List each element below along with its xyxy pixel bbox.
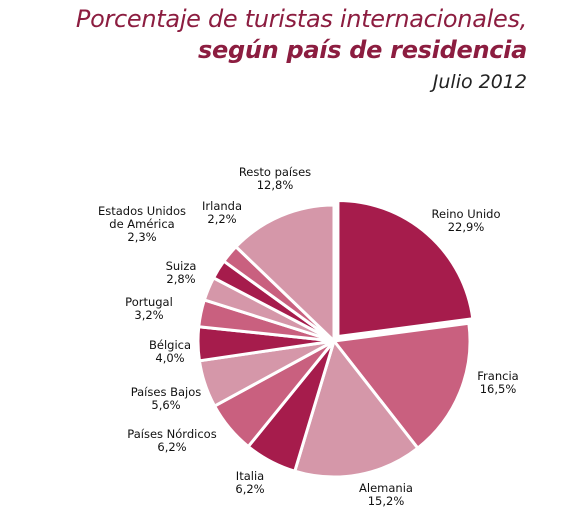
- slice-label-name: Bélgica: [149, 338, 191, 352]
- slice-value-label: 2,3%: [127, 230, 156, 244]
- slice-label-paises-bajos: Países Bajos 5,6%: [131, 385, 202, 412]
- slice-label-paises-nordicos: Países Nórdicos 6,2%: [127, 427, 216, 454]
- slice-label-name: Estados Unidos: [98, 204, 186, 218]
- slice-label-name: Reino Unido: [432, 207, 501, 221]
- pie-labels: Reino Unido 22,9% Francia 16,5% Alemania 15,2…: [98, 165, 519, 508]
- slice-label-portugal: Portugal 3,2%: [125, 295, 173, 322]
- slice-label-italia: Italia 6,2%: [235, 469, 264, 496]
- slice-label-name: Suiza: [166, 259, 197, 273]
- slice-value-label: 4,0%: [155, 351, 184, 365]
- chart-title: Porcentaje de turistas internacionales, …: [76, 4, 527, 96]
- slice-value-label: 15,2%: [368, 494, 405, 508]
- slice-value-label: 6,2%: [235, 482, 264, 496]
- slice-label-alemania: Alemania 15,2%: [359, 481, 413, 508]
- slice-label-name: Irlanda: [202, 199, 242, 213]
- slice-label-suiza: Suiza 2,8%: [166, 259, 197, 286]
- slice-value-label: 2,2%: [207, 212, 236, 226]
- slice-label-name: Francia: [477, 369, 518, 383]
- slice-label-resto-paises: Resto países 12,8%: [239, 165, 311, 192]
- slice-label-name: Alemania: [359, 481, 413, 495]
- slice-label-estados-unidos-de-america: Estados Unidos de América 2,3%: [98, 204, 186, 244]
- pie-slices: [196, 198, 475, 479]
- slice-label-irlanda: Irlanda 2,2%: [202, 199, 242, 226]
- slice-value-label: 12,8%: [257, 178, 294, 192]
- slice-value-label: 3,2%: [134, 308, 163, 322]
- slice-label-name: Portugal: [125, 295, 173, 309]
- slice-value-label: 16,5%: [480, 382, 517, 396]
- pie-slice-resto-paises: [234, 203, 336, 343]
- slice-label-reino-unido: Reino Unido 22,9%: [432, 207, 501, 234]
- slice-label-name: Resto países: [239, 165, 311, 179]
- slice-value-label: 22,9%: [448, 220, 485, 234]
- slice-value-label: 2,8%: [166, 272, 195, 286]
- slice-value-label: 6,2%: [157, 440, 186, 454]
- slice-label-name: Países Bajos: [131, 385, 202, 399]
- slice-label-belgica: Bélgica 4,0%: [149, 338, 191, 365]
- slice-label-name: de América: [109, 217, 174, 231]
- chart-subtitle: Julio 2012: [432, 71, 527, 93]
- chart-title-line-2: según país de residencia: [198, 36, 527, 64]
- slice-label-name: Países Nórdicos: [127, 427, 216, 441]
- pie-slice-francia: [332, 321, 472, 450]
- slice-label-francia: Francia 16,5%: [477, 369, 518, 396]
- slice-value-label: 5,6%: [151, 398, 180, 412]
- pie-slice-reino-unido: [336, 198, 475, 338]
- chart-title-line-1: Porcentaje de turistas internacionales,: [75, 5, 527, 33]
- pie-slice-alemania: [293, 339, 420, 479]
- slice-label-name: Italia: [236, 469, 264, 483]
